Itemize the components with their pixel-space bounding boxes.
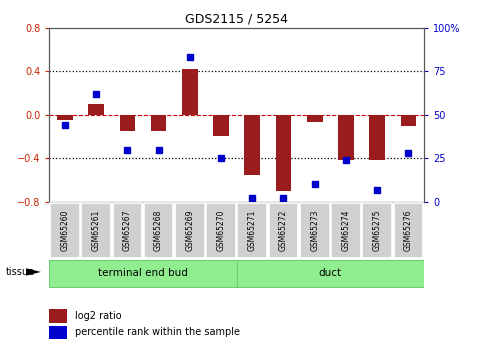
Text: GSM65261: GSM65261 bbox=[92, 210, 101, 251]
Bar bbox=[112, 203, 142, 258]
Bar bbox=[144, 203, 174, 258]
Bar bbox=[400, 115, 416, 126]
Text: GSM65260: GSM65260 bbox=[61, 209, 70, 251]
Text: GSM65271: GSM65271 bbox=[248, 210, 257, 251]
Text: GSM65267: GSM65267 bbox=[123, 209, 132, 251]
Bar bbox=[49, 260, 237, 287]
Text: GDS2115 / 5254: GDS2115 / 5254 bbox=[185, 12, 288, 25]
Bar bbox=[49, 326, 67, 339]
Text: terminal end bud: terminal end bud bbox=[98, 268, 188, 278]
Bar bbox=[331, 203, 361, 258]
Bar bbox=[276, 115, 291, 191]
Bar bbox=[362, 203, 392, 258]
Text: GSM65274: GSM65274 bbox=[342, 209, 351, 251]
Text: GSM65270: GSM65270 bbox=[216, 209, 225, 251]
Bar bbox=[120, 115, 135, 131]
Bar bbox=[238, 203, 267, 258]
Text: log2 ratio: log2 ratio bbox=[75, 311, 122, 321]
Bar bbox=[81, 203, 111, 258]
Bar bbox=[151, 115, 167, 131]
Polygon shape bbox=[26, 268, 41, 276]
Bar bbox=[245, 115, 260, 175]
Text: tissue: tissue bbox=[6, 267, 35, 277]
Bar bbox=[206, 203, 236, 258]
Bar bbox=[338, 115, 354, 160]
Bar bbox=[393, 203, 423, 258]
Text: GSM65269: GSM65269 bbox=[185, 209, 194, 251]
Bar bbox=[269, 203, 298, 258]
Bar bbox=[57, 115, 73, 120]
Text: percentile rank within the sample: percentile rank within the sample bbox=[75, 327, 240, 337]
Bar bbox=[175, 203, 205, 258]
Bar bbox=[182, 69, 198, 115]
Bar bbox=[50, 203, 80, 258]
Bar bbox=[49, 309, 67, 323]
Text: GSM65272: GSM65272 bbox=[279, 210, 288, 251]
Bar bbox=[300, 203, 329, 258]
Text: GSM65273: GSM65273 bbox=[310, 209, 319, 251]
Text: GSM65276: GSM65276 bbox=[404, 209, 413, 251]
Bar bbox=[213, 115, 229, 137]
Text: duct: duct bbox=[319, 268, 342, 278]
Bar bbox=[369, 115, 385, 160]
Bar bbox=[237, 260, 424, 287]
Text: GSM65268: GSM65268 bbox=[154, 210, 163, 251]
Text: GSM65275: GSM65275 bbox=[373, 209, 382, 251]
Bar bbox=[307, 115, 322, 122]
Bar bbox=[88, 104, 104, 115]
